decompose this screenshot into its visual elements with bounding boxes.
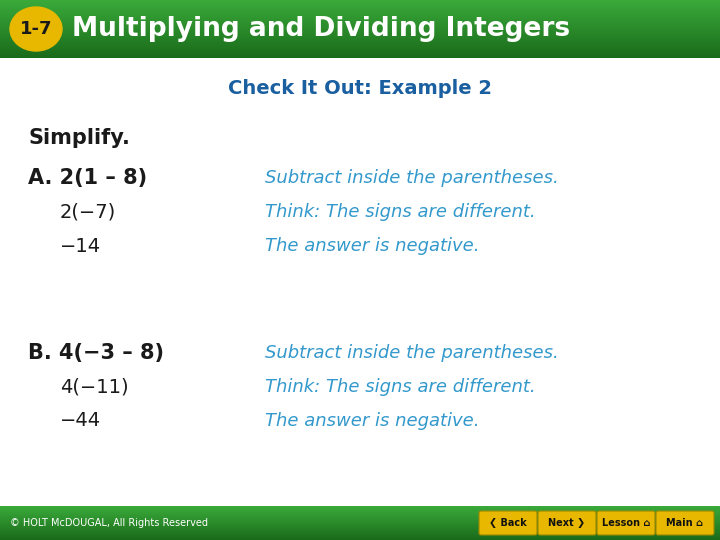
Text: ❮ Back: ❮ Back	[489, 518, 527, 528]
Text: Think: The signs are different.: Think: The signs are different.	[265, 378, 536, 396]
Text: Think: The signs are different.: Think: The signs are different.	[265, 203, 536, 221]
FancyBboxPatch shape	[656, 511, 714, 535]
Text: 1-7: 1-7	[19, 20, 53, 38]
FancyBboxPatch shape	[479, 511, 537, 535]
Text: The answer is negative.: The answer is negative.	[265, 237, 480, 255]
Text: Simplify.: Simplify.	[28, 128, 130, 148]
Ellipse shape	[10, 7, 62, 51]
FancyBboxPatch shape	[597, 511, 655, 535]
Text: 2(−7): 2(−7)	[60, 202, 116, 221]
Text: B. 4(−3 – 8): B. 4(−3 – 8)	[28, 343, 164, 363]
Text: −14: −14	[60, 237, 101, 255]
Text: Multiplying and Dividing Integers: Multiplying and Dividing Integers	[72, 16, 570, 42]
Text: A. 2(1 – 8): A. 2(1 – 8)	[28, 168, 147, 188]
Text: © HOLT McDOUGAL, All Rights Reserved: © HOLT McDOUGAL, All Rights Reserved	[10, 518, 208, 528]
Text: Check It Out: Example 2: Check It Out: Example 2	[228, 78, 492, 98]
Text: The answer is negative.: The answer is negative.	[265, 412, 480, 430]
Text: Subtract inside the parentheses.: Subtract inside the parentheses.	[265, 169, 559, 187]
FancyBboxPatch shape	[538, 511, 596, 535]
Text: Next ❯: Next ❯	[549, 518, 585, 528]
Text: Subtract inside the parentheses.: Subtract inside the parentheses.	[265, 344, 559, 362]
Text: Lesson ⌂: Lesson ⌂	[602, 518, 650, 528]
Text: 4(−11): 4(−11)	[60, 377, 129, 396]
Text: −44: −44	[60, 411, 101, 430]
Text: Main ⌂: Main ⌂	[667, 518, 703, 528]
